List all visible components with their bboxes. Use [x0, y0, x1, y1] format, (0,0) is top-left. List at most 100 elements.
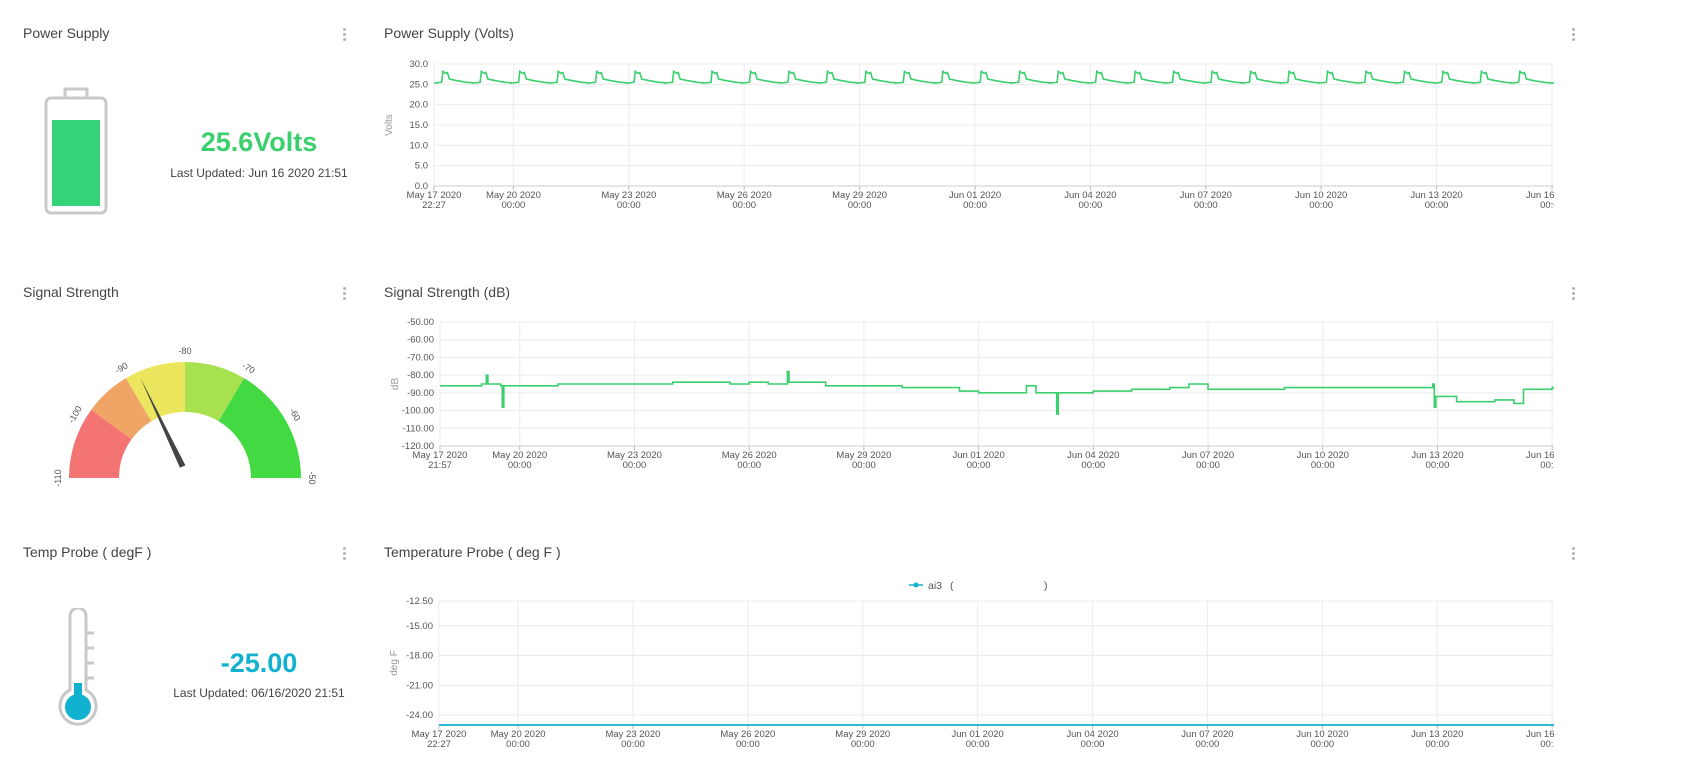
y-tick-label: -15.00 [406, 621, 433, 632]
power-series-line [433, 69, 1554, 85]
y-tick-label: 30.0 [410, 59, 429, 70]
signal-chart-widget: Signal Strength (dB) [384, 284, 1584, 499]
y-tick-label: -100.00 [402, 406, 434, 417]
power-supply-card-title: Power Supply [23, 25, 110, 41]
x-tick-time: 00:00 [1196, 739, 1220, 750]
temp-chart-widget: Temperature Probe ( deg F ) [384, 544, 1584, 759]
x-tick-date: May 20 2020 [492, 450, 547, 461]
temperature-probe-chart: -24.00 -21.00 -18.00 -15.00 -12.50 May 17 202… [389, 580, 1554, 750]
x-tick-date: Jun 07 2020 [1180, 190, 1232, 201]
power-supply-card: Power Supply 25.6Volts Last Updated: Jun… [23, 25, 353, 240]
x-tick-time: 00:00 [1081, 739, 1105, 750]
y-tick-label: 10.0 [410, 140, 429, 151]
x-tick-date: Jun 13 2020 [1411, 729, 1463, 740]
y-tick-label: 0.0 [415, 181, 428, 192]
x-tick-time: 00:00 [502, 200, 526, 211]
thermometer-icon [58, 608, 98, 726]
power-chart-widget: Power Supply (Volts) [384, 25, 1584, 240]
x-tick-date: May 26 2020 [717, 190, 772, 201]
battery-icon [44, 87, 108, 215]
temp-chart-menu-icon[interactable] [1570, 547, 1576, 563]
x-tick-date: Jun 10 2020 [1295, 190, 1347, 201]
legend-paren-close: ) [1044, 580, 1048, 592]
legend-paren-open: ( [950, 580, 954, 592]
x-tick-date: May 23 2020 [605, 729, 660, 740]
x-tick-time: 00:00 [1425, 200, 1449, 211]
gauge-tick-label: -50 [307, 471, 317, 484]
x-tick-time: 00:00 [1425, 739, 1449, 750]
signal-card-menu-icon[interactable] [341, 287, 347, 303]
x-tick-date: May 17 2020 [412, 729, 467, 740]
temp-probe-card-title: Temp Probe ( degF ) [23, 544, 152, 560]
x-tick-date: Jun 16 2020 [1526, 190, 1554, 201]
gauge-band [69, 409, 132, 478]
y-tick-label: 20.0 [410, 100, 429, 111]
gauge-band [91, 378, 152, 440]
y-tick-label: -80.00 [407, 370, 434, 381]
gauge-tick-label: -100 [66, 404, 84, 425]
x-tick-date: Jun 04 2020 [1066, 729, 1118, 740]
signal-chart-title: Signal Strength (dB) [384, 284, 511, 300]
x-tick-date: May 17 2020 [413, 450, 468, 461]
y-tick-label: -21.00 [406, 680, 433, 691]
x-tick-time: 00:00 [1310, 739, 1334, 750]
x-tick-time: 00:00 [737, 460, 761, 471]
y-tick-label: -50.00 [407, 317, 434, 328]
gauge-needle [140, 377, 186, 468]
power-card-menu-icon[interactable] [341, 28, 347, 44]
y-tick-label: -24.00 [406, 710, 433, 721]
temp-value: -25.00 [220, 648, 298, 678]
x-tick-time: 00:00 [508, 460, 532, 471]
x-tick-date: Jun 13 2020 [1410, 190, 1462, 201]
power-chart-menu-icon[interactable] [1570, 28, 1576, 44]
signal-series-line [440, 370, 1554, 415]
gauge-tick-label: -60 [287, 406, 302, 422]
x-tick-date: Jun 10 2020 [1296, 729, 1348, 740]
temp-chart-title: Temperature Probe ( deg F ) [384, 544, 561, 560]
gauge-band [125, 362, 185, 422]
y-tick-label: -70.00 [407, 352, 434, 363]
signal-chart-menu-icon[interactable] [1570, 287, 1576, 303]
x-tick-time: 00:00 [851, 739, 875, 750]
gauge-band [185, 362, 245, 422]
x-tick-date: May 20 2020 [491, 729, 546, 740]
x-tick-time: 00:00 [967, 460, 991, 471]
x-tick-date: Jun 07 2020 [1182, 450, 1234, 461]
temp-card-menu-icon[interactable] [341, 547, 347, 563]
x-tick-time: 00:00 [1196, 460, 1220, 471]
gauge-tick-label: -80 [178, 346, 191, 356]
x-tick-date: Jun 13 2020 [1411, 450, 1463, 461]
y-axis-label: dB [390, 378, 401, 391]
x-tick-date: Jun 04 2020 [1067, 450, 1119, 461]
x-tick-date: May 26 2020 [720, 729, 775, 740]
y-tick-label: -18.00 [406, 651, 433, 662]
temp-probe-card: Temp Probe ( degF ) -25.00 Last Updated:… [23, 544, 353, 759]
x-tick-date: Jun 01 2020 [952, 450, 1004, 461]
x-tick-time: 00:00 [623, 460, 647, 471]
x-tick-time: 00:00 [1540, 739, 1554, 750]
signal-strength-card-title: Signal Strength [23, 284, 119, 300]
legend-label: ai3 [928, 580, 942, 592]
x-tick-date: May 17 2020 [407, 190, 462, 201]
gauge-tick-label: -90 [113, 360, 129, 375]
x-tick-time: 00:00 [506, 739, 530, 750]
x-tick-time: 00:00 [736, 739, 760, 750]
x-tick-date: Jun 01 2020 [952, 729, 1004, 740]
x-tick-date: May 29 2020 [835, 729, 890, 740]
x-tick-time: 00:00 [848, 200, 872, 211]
x-tick-time: 00:00 [1081, 460, 1105, 471]
y-tick-label: -120.00 [402, 441, 434, 452]
power-chart-title: Power Supply (Volts) [384, 25, 514, 41]
signal-strength-card: Signal Strength [23, 284, 353, 499]
x-tick-time: 21:57 [428, 460, 452, 471]
x-tick-time: 00:00 [1194, 200, 1218, 211]
x-tick-time: 00:00 [966, 739, 990, 750]
thermometer-level [74, 683, 82, 701]
x-tick-time: 00:00 [1426, 460, 1450, 471]
legend-swatch-dot [913, 582, 919, 588]
gauge-band [218, 378, 301, 478]
x-tick-date: May 26 2020 [722, 450, 777, 461]
x-tick-time: 00:00 [621, 739, 645, 750]
x-tick-date: Jun 01 2020 [949, 190, 1001, 201]
x-tick-date: Jun 16 2020 [1526, 450, 1554, 461]
